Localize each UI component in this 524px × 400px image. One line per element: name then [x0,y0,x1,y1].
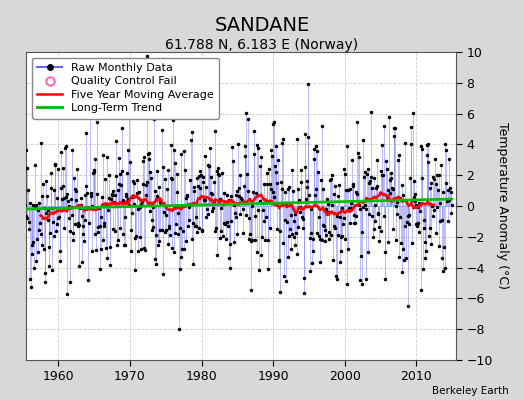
Text: 61.788 N, 6.183 E (Norway): 61.788 N, 6.183 E (Norway) [166,38,358,52]
Text: SANDANE: SANDANE [214,16,310,35]
Legend: Raw Monthly Data, Quality Control Fail, Five Year Moving Average, Long-Term Tren: Raw Monthly Data, Quality Control Fail, … [32,58,219,119]
Text: Berkeley Earth: Berkeley Earth [432,386,508,396]
Y-axis label: Temperature Anomaly (°C): Temperature Anomaly (°C) [496,122,509,290]
